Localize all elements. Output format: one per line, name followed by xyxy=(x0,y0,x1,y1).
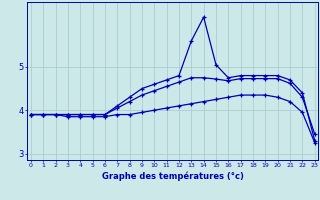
X-axis label: Graphe des températures (°c): Graphe des températures (°c) xyxy=(102,171,244,181)
